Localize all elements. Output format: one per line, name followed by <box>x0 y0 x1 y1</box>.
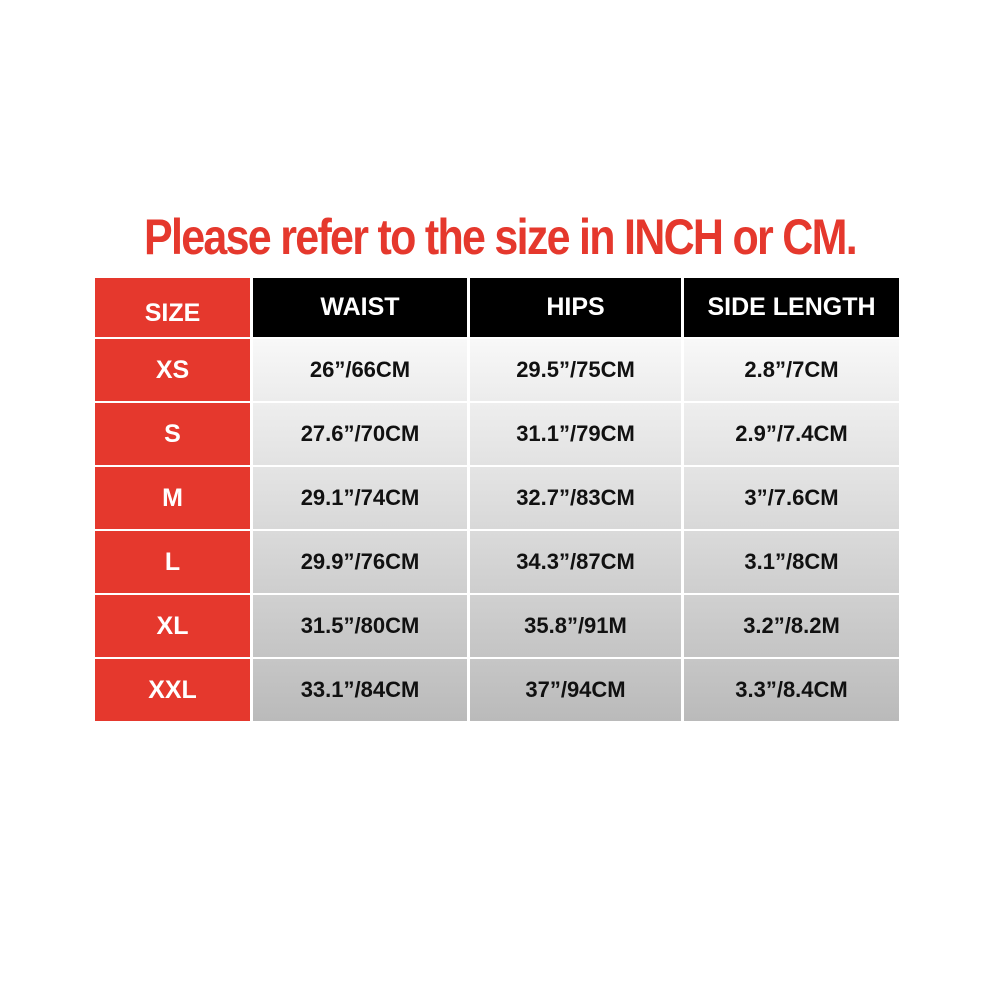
header-row: SIZE WAIST HIPS SIDE LENGTH <box>95 278 899 337</box>
cell-waist: 33.1”/84CM <box>253 659 467 721</box>
table-row: S 27.6”/70CM 31.1”/79CM 2.9”/7.4CM <box>95 403 899 465</box>
header-waist: WAIST <box>253 278 467 337</box>
cell-waist: 27.6”/70CM <box>253 403 467 465</box>
cell-hips: 32.7”/83CM <box>470 467 681 529</box>
cell-hips: 34.3”/87CM <box>470 531 681 593</box>
cell-side-length: 2.8”/7CM <box>684 339 899 401</box>
page-title: Please refer to the size in INCH or CM. <box>144 209 858 265</box>
header-side-length: SIDE LENGTH <box>684 278 899 337</box>
cell-waist: 29.1”/74CM <box>253 467 467 529</box>
cell-hips: 31.1”/79CM <box>470 403 681 465</box>
header-hips: HIPS <box>470 278 681 337</box>
cell-hips: 37”/94CM <box>470 659 681 721</box>
cell-waist: 31.5”/80CM <box>253 595 467 657</box>
header-size: SIZE <box>95 278 250 337</box>
cell-side-length: 3.3”/8.4CM <box>684 659 899 721</box>
cell-size: XS <box>95 339 250 401</box>
table-row: XXL 33.1”/84CM 37”/94CM 3.3”/8.4CM <box>95 659 899 721</box>
cell-waist: 26”/66CM <box>253 339 467 401</box>
size-chart-table: SIZE WAIST HIPS SIDE LENGTH XS 26”/66CM 29… <box>92 276 902 723</box>
cell-size: M <box>95 467 250 529</box>
table-row: M 29.1”/74CM 32.7”/83CM 3”/7.6CM <box>95 467 899 529</box>
cell-size: XL <box>95 595 250 657</box>
cell-side-length: 3.1”/8CM <box>684 531 899 593</box>
cell-size: XXL <box>95 659 250 721</box>
cell-side-length: 3.2”/8.2M <box>684 595 899 657</box>
cell-waist: 29.9”/76CM <box>253 531 467 593</box>
table-row: XL 31.5”/80CM 35.8”/91M 3.2”/8.2M <box>95 595 899 657</box>
cell-side-length: 2.9”/7.4CM <box>684 403 899 465</box>
cell-hips: 29.5”/75CM <box>470 339 681 401</box>
table-row: XS 26”/66CM 29.5”/75CM 2.8”/7CM <box>95 339 899 401</box>
cell-hips: 35.8”/91M <box>470 595 681 657</box>
table-row: L 29.9”/76CM 34.3”/87CM 3.1”/8CM <box>95 531 899 593</box>
cell-size: S <box>95 403 250 465</box>
cell-size: L <box>95 531 250 593</box>
cell-side-length: 3”/7.6CM <box>684 467 899 529</box>
